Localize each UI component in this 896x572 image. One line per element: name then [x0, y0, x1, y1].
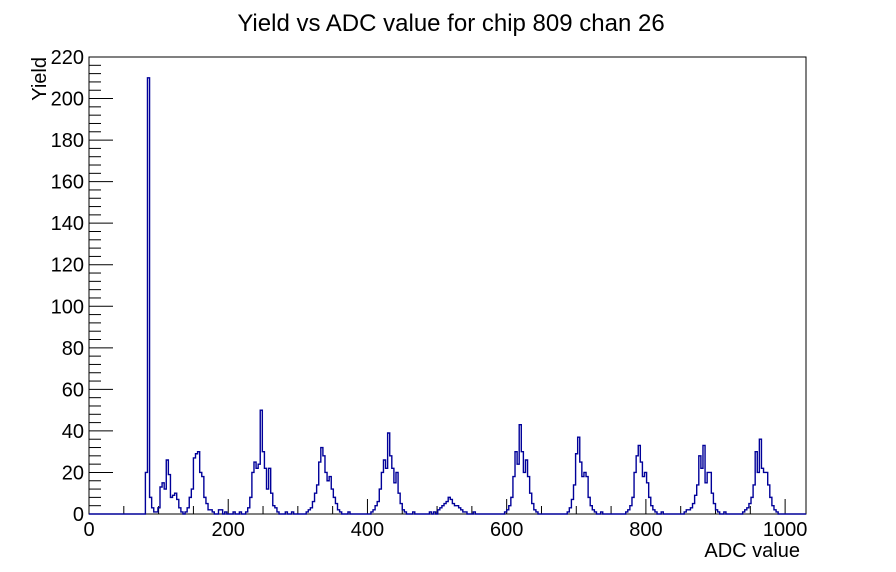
plot-frame — [88, 56, 807, 515]
x-tick-label: 800 — [629, 519, 662, 541]
x-tick-label: 0 — [83, 519, 94, 541]
histogram-path — [89, 77, 806, 515]
y-tick-label: 100 — [51, 296, 84, 318]
y-tick-label: 140 — [51, 213, 84, 235]
y-tick-label: 160 — [51, 172, 84, 194]
y-tick-label: 120 — [51, 255, 84, 277]
y-tick-label: 220 — [51, 47, 84, 69]
y-tick-label: 80 — [62, 338, 84, 360]
y-axis-tick-labels: 0 20 40 60 80 100 120 140 160 180 200 220 — [51, 47, 84, 526]
y-tick-label: 40 — [62, 421, 84, 443]
y-tick-label: 0 — [73, 504, 84, 526]
y-axis-title: Yield — [29, 57, 51, 101]
y-tick-label: 20 — [62, 462, 84, 484]
y-axis-ticks — [89, 56, 113, 515]
x-axis-title: ADC value — [704, 540, 800, 562]
x-tick-label: 1000 — [763, 519, 808, 541]
y-tick-label: 200 — [51, 89, 84, 111]
x-tick-label: 200 — [212, 519, 245, 541]
x-tick-label: 400 — [351, 519, 384, 541]
y-tick-label: 180 — [51, 130, 84, 152]
x-tick-label: 600 — [490, 519, 523, 541]
chart-title: Yield vs ADC value for chip 809 chan 26 — [237, 10, 664, 37]
y-tick-label: 60 — [62, 379, 84, 401]
x-axis-tick-labels: 0 200 400 600 800 1000 — [83, 519, 807, 541]
